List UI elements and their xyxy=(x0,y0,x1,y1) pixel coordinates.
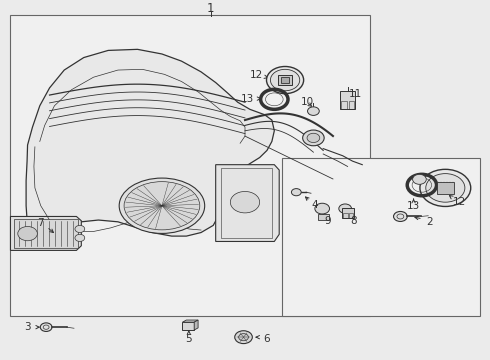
Bar xyxy=(348,101,354,109)
Circle shape xyxy=(426,174,465,202)
Bar xyxy=(220,168,272,238)
Circle shape xyxy=(292,189,301,196)
Circle shape xyxy=(307,133,320,143)
Text: 7: 7 xyxy=(37,218,44,228)
Bar xyxy=(342,208,354,218)
Circle shape xyxy=(18,226,37,241)
Text: 4: 4 xyxy=(312,200,318,210)
Text: 13: 13 xyxy=(241,94,254,104)
Circle shape xyxy=(75,234,85,242)
Text: 3: 3 xyxy=(24,322,30,332)
Text: 10: 10 xyxy=(301,97,314,107)
Text: 12: 12 xyxy=(250,70,263,80)
Circle shape xyxy=(420,169,471,207)
Ellipse shape xyxy=(119,178,205,233)
Text: 9: 9 xyxy=(325,216,331,226)
Bar xyxy=(340,91,355,109)
Bar xyxy=(282,158,480,316)
Text: 11: 11 xyxy=(349,89,362,99)
Ellipse shape xyxy=(124,182,200,230)
Circle shape xyxy=(270,69,300,91)
Bar xyxy=(182,322,194,330)
Circle shape xyxy=(239,334,248,341)
Bar xyxy=(348,213,353,217)
Circle shape xyxy=(393,211,407,221)
Polygon shape xyxy=(182,320,198,322)
Circle shape xyxy=(267,67,304,94)
Circle shape xyxy=(339,204,351,213)
Polygon shape xyxy=(281,77,289,83)
Circle shape xyxy=(230,192,260,213)
Bar xyxy=(278,75,293,85)
Text: 8: 8 xyxy=(351,216,357,226)
Bar xyxy=(14,219,78,248)
Text: 6: 6 xyxy=(264,334,270,343)
Circle shape xyxy=(308,107,319,116)
Bar xyxy=(437,182,454,194)
Circle shape xyxy=(303,130,324,146)
Text: 2: 2 xyxy=(426,217,433,227)
Polygon shape xyxy=(216,165,279,242)
Circle shape xyxy=(75,225,85,233)
Bar xyxy=(341,101,347,109)
Circle shape xyxy=(40,323,52,332)
Text: 12: 12 xyxy=(452,197,466,207)
Bar xyxy=(343,213,347,217)
Text: 1: 1 xyxy=(207,2,215,15)
Polygon shape xyxy=(10,216,81,251)
Circle shape xyxy=(235,331,252,343)
Bar xyxy=(10,15,369,316)
Text: 5: 5 xyxy=(186,334,192,343)
Polygon shape xyxy=(194,320,198,330)
Circle shape xyxy=(315,203,330,214)
Polygon shape xyxy=(26,49,274,249)
Text: 13: 13 xyxy=(407,202,420,211)
Bar xyxy=(318,214,329,220)
Circle shape xyxy=(413,174,426,184)
